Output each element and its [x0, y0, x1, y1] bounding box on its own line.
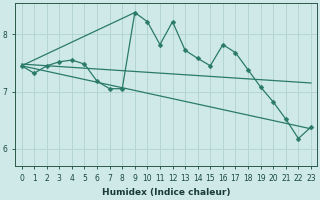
X-axis label: Humidex (Indice chaleur): Humidex (Indice chaleur) [102, 188, 230, 197]
